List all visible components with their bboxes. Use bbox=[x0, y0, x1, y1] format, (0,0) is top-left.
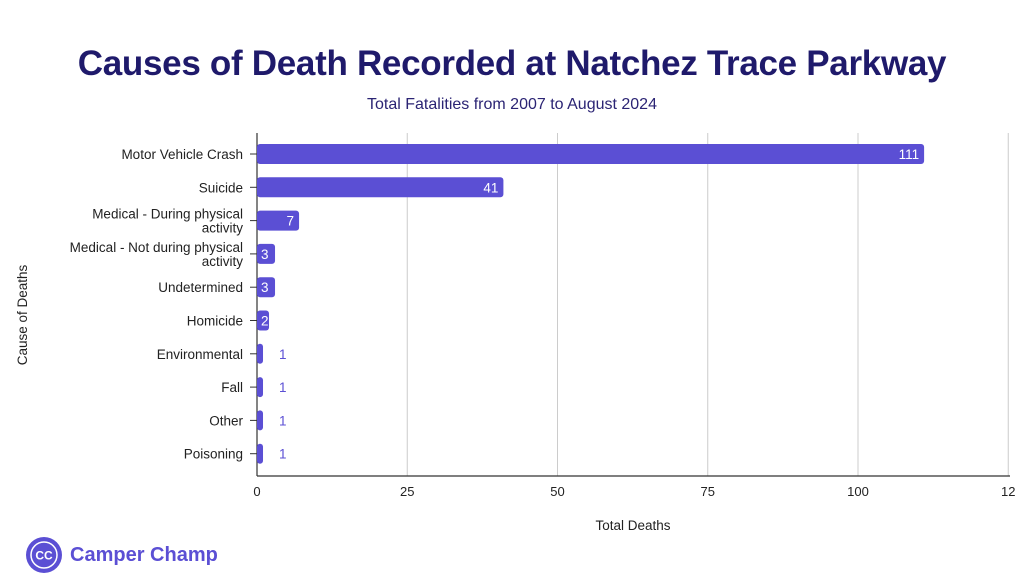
bar bbox=[257, 144, 925, 164]
data-label: 1 bbox=[279, 413, 287, 428]
svg-text:CC: CC bbox=[35, 549, 53, 563]
x-tick-label: 50 bbox=[550, 484, 564, 499]
x-axis-title: Total Deaths bbox=[595, 518, 670, 533]
bar bbox=[257, 410, 264, 431]
data-label: 111 bbox=[899, 147, 920, 162]
data-label: 2 bbox=[261, 314, 269, 329]
brand-name: Camper Champ bbox=[70, 543, 218, 566]
data-label: 1 bbox=[279, 380, 287, 395]
data-label: 1 bbox=[279, 347, 287, 362]
bar bbox=[257, 377, 264, 398]
x-tick-label: 75 bbox=[701, 484, 715, 499]
category-label: Poisoning bbox=[184, 447, 243, 462]
chart-title: Causes of Death Recorded at Natchez Trac… bbox=[77, 44, 947, 83]
data-label: 41 bbox=[483, 180, 498, 195]
data-label: 3 bbox=[261, 247, 269, 262]
category-label: Suicide bbox=[199, 180, 243, 195]
x-tick-label: 0 bbox=[253, 484, 260, 499]
bar bbox=[257, 343, 264, 364]
category-label: Other bbox=[209, 413, 243, 428]
bar bbox=[257, 277, 276, 298]
category-label: Fall bbox=[221, 380, 243, 395]
category-label: Homicide bbox=[187, 314, 243, 329]
category-label: Environmental bbox=[157, 347, 243, 362]
data-label: 3 bbox=[261, 280, 269, 295]
bar bbox=[257, 210, 300, 231]
category-label: Motor Vehicle Crash bbox=[121, 147, 243, 162]
data-label: 7 bbox=[287, 214, 295, 229]
x-tick-label: 12 bbox=[1001, 484, 1015, 499]
bar bbox=[257, 443, 264, 464]
category-label: Medical - During physical activity bbox=[92, 207, 243, 236]
x-tick-label: 25 bbox=[400, 484, 414, 499]
bar bbox=[257, 310, 270, 331]
bar bbox=[257, 177, 504, 198]
chart-subtitle: Total Fatalities from 2007 to August 202… bbox=[367, 96, 657, 113]
brand: CC Camper Champ bbox=[26, 535, 218, 575]
x-tick-label: 100 bbox=[847, 484, 869, 499]
category-label: Medical - Not during physical activity bbox=[70, 240, 244, 269]
y-axis-title: Cause of Deaths bbox=[15, 264, 30, 365]
category-label: Undetermined bbox=[158, 280, 243, 295]
bar bbox=[257, 243, 276, 264]
data-label: 1 bbox=[279, 447, 287, 462]
camper-champ-logo-icon: CC bbox=[26, 537, 62, 573]
